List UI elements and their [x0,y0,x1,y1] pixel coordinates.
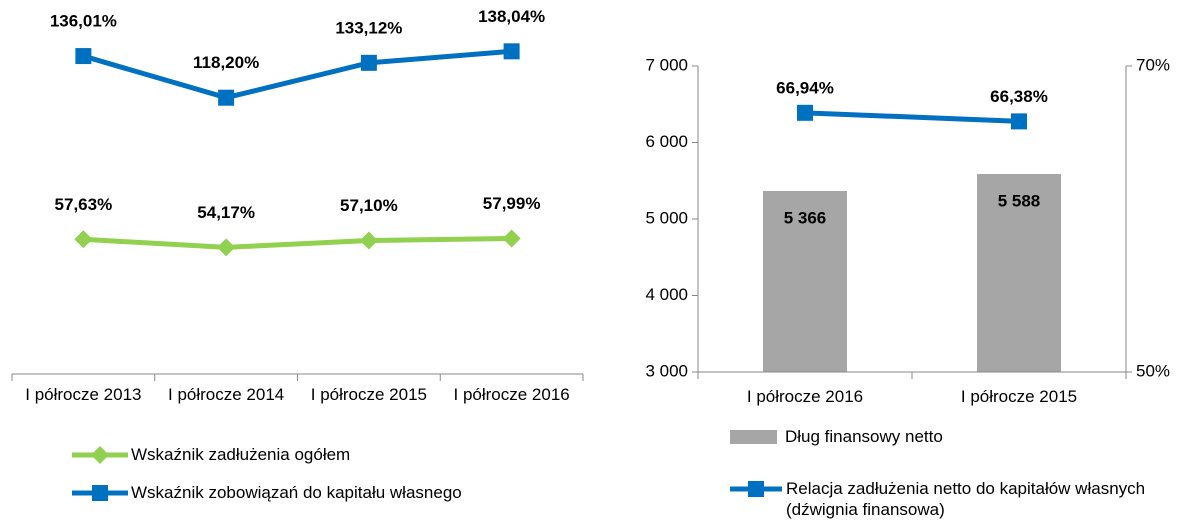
data-label: 66,38% [990,87,1048,106]
y-tick-label: 5 000 [645,208,688,227]
y2-tick-label: 70% [1136,55,1170,74]
bar [763,191,847,372]
data-label: 57,10% [340,196,398,215]
legend-label: Wskaźnik zadłużenia ogółem [131,445,351,464]
marker [74,230,93,249]
marker [218,89,235,106]
data-label: 66,94% [776,78,834,97]
marker [1011,113,1027,130]
data-label: 57,99% [483,194,541,213]
data-label: 5 588 [998,192,1041,211]
legend-label: Relacja zadłużenia netto do kapitałów wł… [786,479,1146,519]
data-label: 57,63% [55,195,113,214]
x-tick-label: I półrocze 2014 [168,385,285,404]
x-tick-label: I półrocze 2013 [25,385,142,404]
marker [92,485,108,501]
marker [91,446,109,464]
data-label: 136,01% [50,12,117,31]
marker [359,231,378,250]
legend-label: Wskaźnik zobowiązań do kapitału własnego [131,483,462,502]
marker [503,43,520,60]
marker [748,481,764,497]
y-tick-label: 6 000 [645,132,688,151]
data-label: 138,04% [478,7,545,26]
marker [360,54,377,71]
marker [217,238,236,257]
data-label: 54,17% [197,203,255,222]
data-label: 5 366 [784,208,827,227]
y-tick-label: 3 000 [645,361,688,380]
bar [977,174,1061,372]
y-tick-label: 7 000 [645,55,688,74]
series-line [82,48,512,101]
y-tick-label: 4 000 [645,285,688,304]
data-label: 118,20% [193,53,259,72]
marker [797,104,813,121]
legend-label: Dług finansowy netto [785,427,943,446]
x-tick-label: I półrocze 2016 [746,387,864,406]
x-tick-label: I półrocze 2016 [453,385,570,404]
series-line [804,110,1020,124]
legend-swatch [730,430,777,444]
y2-tick-label: 50% [1136,361,1170,380]
x-tick-label: I półrocze 2015 [960,387,1078,406]
marker [502,229,521,248]
data-label: 133,12% [335,18,402,37]
marker [75,48,92,65]
x-tick-label: I półrocze 2015 [310,385,427,404]
series-line [83,235,512,250]
